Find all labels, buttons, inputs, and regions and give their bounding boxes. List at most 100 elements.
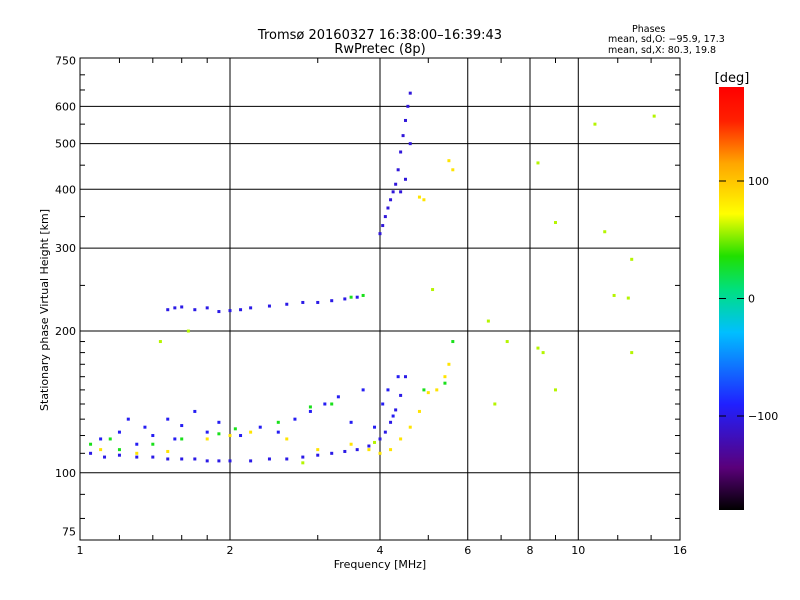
data-point [399,437,403,441]
data-point [447,362,451,366]
data-point [276,420,280,424]
data-point [151,455,155,459]
y-tick-label: 600 [55,100,76,113]
data-point [117,430,121,434]
data-point [443,381,447,385]
data-point [89,442,93,446]
data-point [293,417,297,421]
data-point [426,391,430,395]
data-point [205,437,209,441]
data-point [126,417,130,421]
data-point [403,118,407,122]
data-point [381,402,385,406]
data-point [135,442,139,446]
data-point [626,296,630,300]
y-tick-label: 200 [55,325,76,338]
data-point [355,295,359,299]
data-point [239,434,243,438]
data-point [630,351,634,355]
data-point [193,457,197,461]
y-tick-label: 750 [55,55,76,68]
data-point [343,449,347,453]
data-point [103,455,107,459]
data-point [394,182,398,186]
colorbar-ticks: 100 0 −100 [719,175,778,423]
y-axis-label: Stationary phase Virtual Height [km] [38,209,51,411]
data-point [205,306,209,310]
data-point [378,437,382,441]
data-point [205,459,209,463]
data-point [205,430,209,434]
data-point [135,451,139,455]
x-tick-label: 8 [527,544,534,557]
x-tick-label: 16 [673,544,687,557]
x-tick-label: 1 [77,544,84,557]
data-point [308,405,312,409]
data-point [361,388,365,392]
data-point [486,319,490,323]
colorbar-label: [deg] [715,71,750,86]
data-point [99,437,103,441]
data-point [330,299,334,303]
data-point [151,434,155,438]
axes: 1 2 4 6 8 10 16 75 100 200 300 400 500 600 750 [55,55,687,557]
data-point [285,302,289,306]
data-point [408,142,412,146]
data-point [166,449,170,453]
data-point [396,168,400,172]
data-point [367,448,371,452]
data-point [349,442,353,446]
x-tick-label: 6 [464,544,471,557]
data-point [536,346,540,350]
data-point [396,375,400,379]
data-point [228,459,232,463]
data-point [249,459,253,463]
data-point [399,150,403,154]
data-point [378,451,382,455]
data-point [228,309,232,313]
data-point [403,177,407,181]
data-point [336,395,340,399]
data-point [308,409,312,413]
data-point [493,402,497,406]
data-point [422,388,426,392]
data-point [143,425,147,429]
data-point [217,420,221,424]
data-point [301,455,305,459]
data-point [451,168,455,172]
stats-title: Phases [632,24,666,35]
data-point [330,451,334,455]
data-point [249,430,253,434]
data-point [553,388,557,392]
data-point [505,340,509,344]
data-point [180,305,184,309]
data-point [630,257,634,261]
data-point [285,457,289,461]
data-point [612,293,616,297]
data-point [603,230,607,234]
data-point [301,461,305,465]
data-point [401,134,405,138]
data-point [193,409,197,413]
y-tick-label: 75 [62,526,76,539]
data-point [386,206,390,210]
data-point [391,414,395,418]
data-point [117,448,121,452]
data-point [108,437,112,441]
data-point [316,448,320,452]
data-point [180,424,184,428]
data-point [417,195,421,199]
data-point [173,306,177,310]
data-point [258,425,262,429]
data-point [399,393,403,397]
data-point [323,402,327,406]
data-point [135,455,139,459]
data-point [536,161,540,165]
data-point [443,375,447,379]
plot-frame [79,57,681,541]
data-point [217,310,221,314]
data-point [394,408,398,412]
stats-x-mode: mean, sd,X: 80.3, 19.8 [608,45,717,56]
data-point [383,430,387,434]
